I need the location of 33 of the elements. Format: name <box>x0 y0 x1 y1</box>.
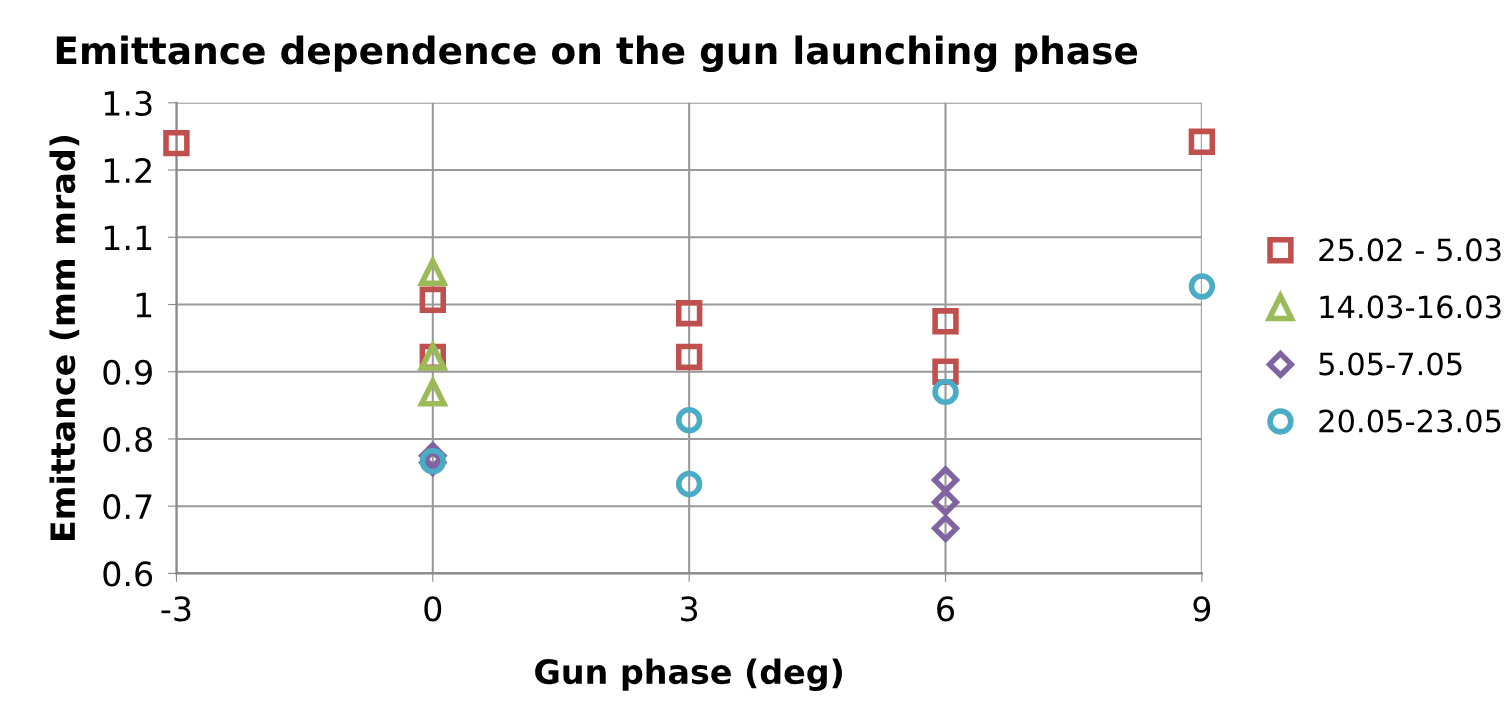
y-tick-label: 0.6 <box>103 561 153 587</box>
x-tick-label: 6 <box>937 596 955 622</box>
point <box>675 343 703 371</box>
legend-label: 20.05-23.05 <box>1319 409 1501 433</box>
y-tick-label: 1 <box>136 292 152 318</box>
chart-title: Emittance dependence on the gun launching phase <box>56 35 1138 73</box>
y-tick-label: 0.9 <box>103 359 152 385</box>
y-tick-label: 0.8 <box>103 426 152 453</box>
point <box>163 129 190 157</box>
x-tick-label: 9 <box>1193 596 1211 622</box>
y-tick-label: 1.1 <box>104 225 152 250</box>
point <box>675 470 703 498</box>
point <box>1188 128 1216 155</box>
point <box>931 466 960 494</box>
point <box>675 406 703 434</box>
x-tick-label: 0 <box>424 596 442 622</box>
y-tick-label: 1.2 <box>104 157 151 183</box>
legend-label: 5.05-7.05 <box>1319 352 1462 376</box>
point <box>675 300 703 327</box>
x-axis-title: Gun phase (deg) <box>535 658 842 691</box>
x-tick-label: 3 <box>681 596 698 622</box>
point <box>1188 273 1216 300</box>
legend-label: 25.02 - 5.03 <box>1319 238 1501 262</box>
point <box>932 308 959 335</box>
point <box>931 488 960 516</box>
point <box>419 286 446 313</box>
x-tick-label: -3 <box>161 596 191 622</box>
y-tick-label: 0.7 <box>103 494 152 520</box>
legend-label: 14.03-16.03 <box>1320 295 1501 319</box>
point <box>932 378 959 406</box>
point <box>931 514 960 542</box>
y-tick-label: 1.3 <box>104 90 152 116</box>
y-axis-title: Emittance (mm mrad) <box>49 135 80 541</box>
